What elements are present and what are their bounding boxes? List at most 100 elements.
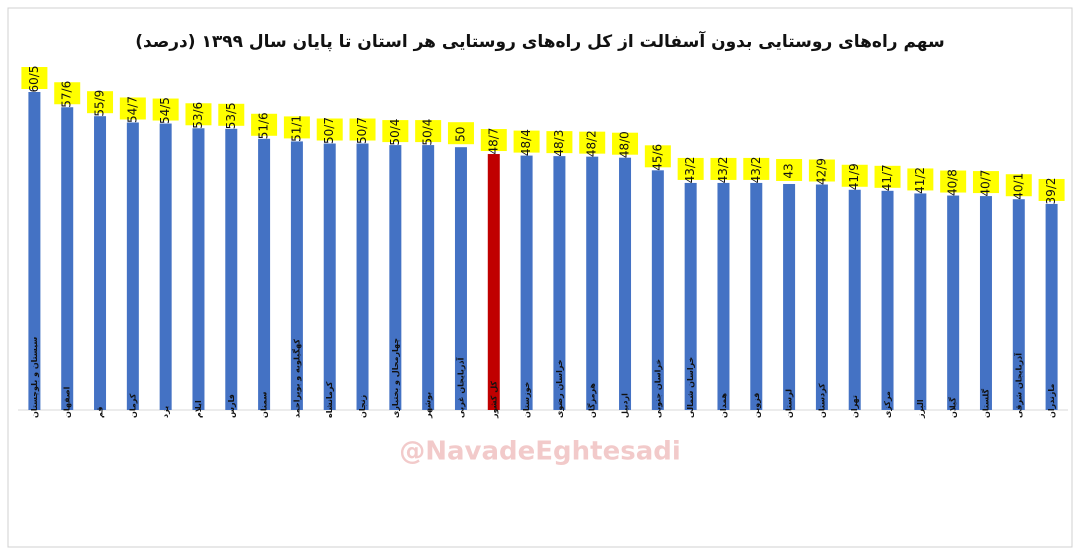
bar bbox=[750, 182, 763, 410]
value-label: 50/4 bbox=[388, 119, 402, 146]
bar bbox=[553, 156, 566, 410]
value-label-box bbox=[710, 157, 737, 180]
value-label-box bbox=[874, 165, 901, 188]
x-tick-label: فارس bbox=[227, 394, 237, 418]
x-tick-label: چهارمحال و بختیاری bbox=[391, 338, 400, 418]
value-label: 50 bbox=[453, 127, 467, 142]
value-label-box bbox=[283, 116, 310, 139]
value-label: 48/2 bbox=[585, 130, 599, 157]
bar bbox=[159, 123, 172, 410]
x-tick-label: قم bbox=[96, 406, 105, 418]
value-label-box bbox=[382, 120, 409, 143]
chart-title: سهم راه‌های روستایی بدون آسفالت از کل را… bbox=[135, 30, 945, 52]
bar bbox=[225, 128, 238, 410]
value-label-box bbox=[447, 122, 474, 145]
value-label: 48/3 bbox=[552, 130, 566, 157]
value-label-box bbox=[743, 157, 770, 180]
bar bbox=[290, 141, 303, 410]
x-tick-label: همدان bbox=[719, 392, 728, 418]
value-label-box bbox=[972, 171, 999, 194]
bar bbox=[783, 183, 796, 410]
bar bbox=[619, 157, 632, 410]
value-label: 41/9 bbox=[847, 163, 861, 190]
value-label-box bbox=[808, 159, 835, 182]
bar bbox=[947, 195, 960, 410]
bar bbox=[815, 184, 828, 410]
value-label-box bbox=[480, 129, 507, 152]
x-tick-label: آذربایجان غربی bbox=[455, 357, 465, 418]
value-label-box bbox=[185, 103, 212, 126]
x-tick-label: گلستان bbox=[980, 388, 990, 418]
value-label-box bbox=[21, 67, 48, 89]
x-tick-label: بوشهر bbox=[424, 392, 433, 419]
value-label-box bbox=[776, 158, 803, 181]
value-label-box bbox=[612, 132, 639, 155]
value-label-box bbox=[1005, 174, 1032, 197]
bar bbox=[258, 138, 271, 411]
value-label-box bbox=[349, 118, 376, 141]
value-label-box bbox=[644, 145, 671, 168]
bar bbox=[454, 147, 467, 411]
bar bbox=[914, 193, 927, 410]
value-label-box bbox=[677, 157, 704, 180]
value-label-box bbox=[119, 97, 146, 120]
x-tick-label: قزوین bbox=[752, 393, 761, 418]
value-label-box bbox=[316, 118, 343, 141]
x-tick-label: کهگیلویه و بویراحمد bbox=[291, 339, 301, 418]
bar bbox=[848, 189, 861, 410]
value-label: 43/2 bbox=[683, 156, 697, 183]
x-tick-label: تهران bbox=[850, 395, 859, 418]
bar bbox=[979, 196, 992, 410]
value-label: 43/2 bbox=[749, 156, 763, 183]
value-label: 45/6 bbox=[650, 144, 664, 171]
value-label: 48/0 bbox=[618, 131, 632, 158]
value-label: 50/4 bbox=[421, 119, 435, 146]
value-label-box bbox=[546, 131, 573, 154]
value-label: 48/4 bbox=[519, 129, 533, 156]
x-tick-label: مازندران bbox=[1047, 384, 1056, 418]
value-label-box bbox=[415, 120, 442, 143]
value-label: 51/1 bbox=[289, 115, 303, 142]
bar bbox=[651, 170, 664, 410]
x-tick-label: آذربایجان شرقی bbox=[1013, 353, 1023, 418]
bar bbox=[684, 182, 697, 410]
bar bbox=[1045, 203, 1058, 410]
bar bbox=[1012, 199, 1025, 410]
value-label-box bbox=[54, 82, 81, 105]
bar bbox=[356, 143, 369, 410]
value-label: 57/6 bbox=[60, 81, 74, 108]
value-label: 40/8 bbox=[946, 169, 960, 196]
value-label: 48/7 bbox=[486, 128, 500, 155]
x-tick-label: خراسان رضوی bbox=[555, 359, 564, 418]
value-label: 51/6 bbox=[257, 112, 271, 139]
bar bbox=[192, 128, 205, 410]
x-tick-label: البرز bbox=[916, 399, 925, 419]
value-label: 50/7 bbox=[355, 117, 369, 144]
value-label: 41/2 bbox=[913, 167, 927, 194]
value-label: 43/2 bbox=[716, 156, 730, 183]
bar bbox=[520, 155, 533, 410]
value-label-box bbox=[940, 170, 967, 193]
value-label-box bbox=[1038, 178, 1065, 201]
x-tick-label: کردستان bbox=[817, 383, 826, 418]
x-tick-label: خوزستان bbox=[522, 381, 531, 418]
value-label: 53/6 bbox=[191, 102, 205, 129]
bar bbox=[61, 107, 74, 410]
value-label-box bbox=[841, 164, 868, 187]
value-label: 40/1 bbox=[1011, 173, 1025, 200]
bar bbox=[389, 145, 402, 411]
value-label: 60/5 bbox=[27, 66, 41, 93]
bar bbox=[28, 92, 41, 410]
bar bbox=[323, 143, 336, 410]
value-label: 54/7 bbox=[125, 96, 139, 123]
x-tick-label: ایلام bbox=[194, 400, 203, 418]
x-tick-label: کرمان bbox=[128, 393, 137, 418]
x-tick-label: اصفهان bbox=[63, 386, 72, 418]
bar bbox=[586, 156, 599, 410]
x-tick-label: لرستان bbox=[785, 389, 794, 418]
x-tick-label: گیلان bbox=[948, 397, 958, 418]
value-label-box bbox=[513, 130, 540, 153]
bar bbox=[422, 145, 435, 411]
x-tick-label: خراسان جنوبی bbox=[653, 359, 662, 418]
